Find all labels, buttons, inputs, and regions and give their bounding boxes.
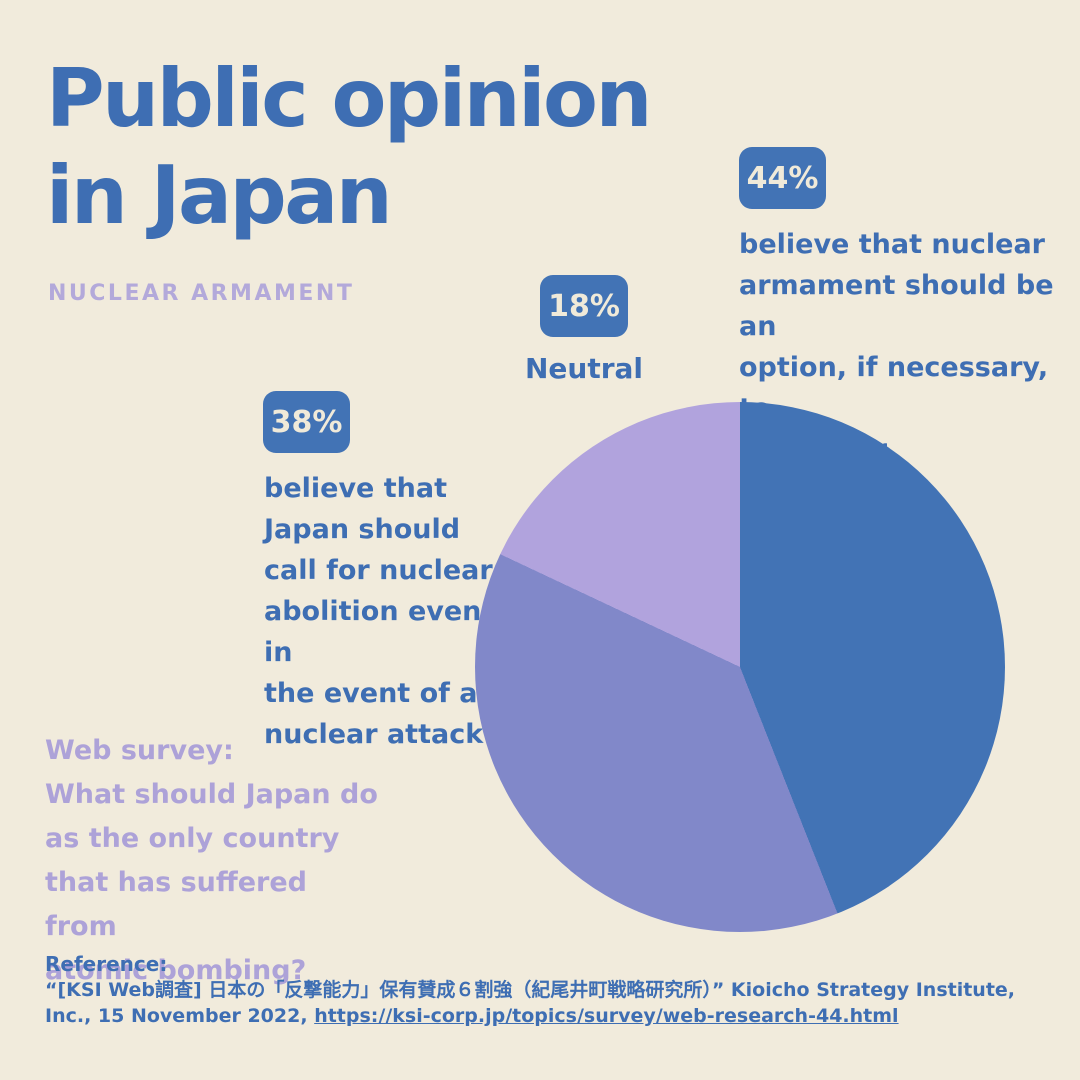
stat-description-abolition: believe that Japan should call for nucle… — [264, 473, 493, 750]
stat-badge-abolition: 38% — [263, 391, 350, 453]
reference-heading: Reference: — [45, 952, 168, 976]
pie-chart — [475, 402, 1005, 932]
page-title: Public opinion in Japan — [46, 52, 652, 242]
stat-badge-armament: 44% — [739, 147, 826, 209]
stat-badge-armament-value: 44% — [746, 160, 819, 196]
reference-citation: “[KSI Web調査] 日本の「反撃能力」保有賛成６割強（紀尾井町戦略研究所）… — [45, 979, 1016, 1027]
stat-callout-neutral: 18% Neutral — [494, 275, 674, 385]
stat-description-armament: believe that nuclear armament should be … — [739, 229, 1054, 465]
stat-badge-neutral: 18% — [540, 275, 628, 337]
survey-question: Web survey: What should Japan do as the … — [45, 735, 378, 986]
stat-badge-neutral-value: 18% — [548, 288, 620, 324]
reference-block: Reference: “[KSI Web調査] 日本の「反撃能力」保有賛成６割強… — [45, 951, 1050, 1029]
stat-badge-abolition-value: 38% — [270, 404, 343, 440]
neutral-label: Neutral — [524, 352, 644, 385]
page-subtitle: NUCLEAR ARMAMENT — [48, 281, 355, 306]
reference-link[interactable]: https://ksi-corp.jp/topics/survey/web-re… — [314, 1005, 899, 1027]
